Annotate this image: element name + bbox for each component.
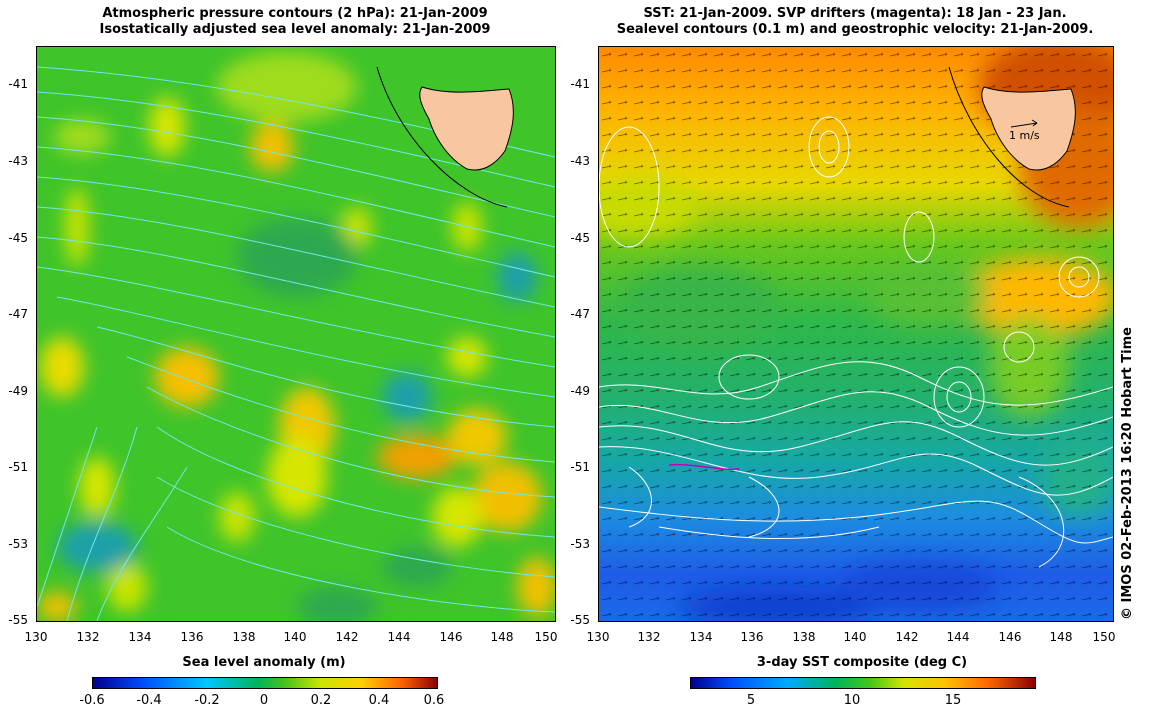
x-tick-label: 138 (232, 630, 256, 644)
x-tick-label: 134 (689, 630, 713, 644)
x-tick-label: 130 (586, 630, 610, 644)
imos-credit: © IMOS 02-Feb-2013 16:20 Hobart Time (1120, 327, 1135, 620)
left-title-line2: Isostatically adjusted sea level anomaly… (99, 22, 491, 37)
x-tick-label: 146 (998, 630, 1022, 644)
sea-level-anomaly-map (36, 46, 556, 622)
y-tick-label: -47 (570, 307, 590, 321)
colorbar-tick-label: -0.4 (136, 693, 162, 708)
colorbar-tick-label: 15 (944, 693, 962, 708)
colorbar-tick-label: 0.2 (310, 693, 332, 708)
x-tick-label: 134 (128, 630, 152, 644)
right-colorbar-title: 3-day SST composite (deg C) (756, 655, 968, 670)
y-tick-label: -51 (570, 460, 590, 474)
anomaly-patches (37, 52, 555, 621)
left-map-title: Atmospheric pressure contours (2 hPa): 2… (36, 6, 554, 38)
y-tick-label: -55 (8, 613, 28, 627)
right-title-line1: SST: 21-Jan-2009. SVP drifters (magenta)… (643, 6, 1067, 21)
colorbar-tick-label: 10 (843, 693, 861, 708)
x-tick-label: 140 (843, 630, 867, 644)
x-tick-label: 150 (534, 630, 558, 644)
y-tick-label: -45 (570, 231, 590, 245)
colorbar-tick-label: -0.2 (194, 693, 220, 708)
x-tick-label: 136 (740, 630, 764, 644)
y-tick-label: -45 (8, 231, 28, 245)
x-tick-label: 138 (792, 630, 816, 644)
sst-colorbar (690, 677, 1036, 689)
x-tick-label: 150 (1092, 630, 1116, 644)
colorbar-tick-label: 0 (259, 693, 269, 708)
y-tick-label: -53 (8, 537, 28, 551)
colorbar-tick-label: 5 (746, 693, 756, 708)
x-tick-label: 132 (76, 630, 100, 644)
sea-level-anomaly-field (37, 47, 555, 621)
tasmania-land (376, 66, 514, 208)
right-map-title: SST: 21-Jan-2009. SVP drifters (magenta)… (598, 6, 1112, 38)
x-tick-label: 144 (946, 630, 970, 644)
x-tick-label: 136 (180, 630, 204, 644)
sst-field (599, 47, 1113, 621)
svp-drifter-track (668, 463, 740, 471)
y-tick-label: -49 (8, 384, 28, 398)
x-tick-label: 146 (439, 630, 463, 644)
colorbar-tick-label: 0.6 (423, 693, 445, 708)
sea-level-colorbar (92, 677, 438, 689)
x-tick-label: 142 (335, 630, 359, 644)
x-tick-label: 148 (1049, 630, 1073, 644)
y-tick-label: -41 (570, 77, 590, 91)
left-colorbar-title: Sea level anomaly (m) (182, 655, 346, 670)
sst-map: 1 m/s (598, 46, 1114, 622)
y-tick-label: -41 (8, 77, 28, 91)
pressure-contours (37, 66, 555, 621)
colorbar-tick-label: 0.4 (368, 693, 390, 708)
x-tick-label: 130 (24, 630, 48, 644)
y-tick-label: -53 (570, 537, 590, 551)
colorbar-tick-label: -0.6 (79, 693, 105, 708)
x-tick-label: 144 (387, 630, 411, 644)
x-tick-label: 148 (490, 630, 514, 644)
y-tick-label: -43 (570, 154, 590, 168)
y-tick-label: -51 (8, 460, 28, 474)
velocity-scale-label: 1 m/s (1009, 129, 1040, 142)
y-tick-label: -49 (570, 384, 590, 398)
tasmania-land (948, 66, 1076, 208)
y-tick-label: -43 (8, 154, 28, 168)
y-tick-label: -55 (570, 613, 590, 627)
left-title-line1: Atmospheric pressure contours (2 hPa): 2… (102, 6, 488, 21)
right-title-line2: Sealevel contours (0.1 m) and geostrophi… (616, 22, 1094, 37)
x-tick-label: 142 (895, 630, 919, 644)
x-tick-label: 132 (637, 630, 661, 644)
sealevel-contours (599, 116, 1113, 568)
velocity-scale-arrow (1010, 119, 1038, 128)
x-tick-label: 140 (283, 630, 307, 644)
y-tick-label: -47 (8, 307, 28, 321)
